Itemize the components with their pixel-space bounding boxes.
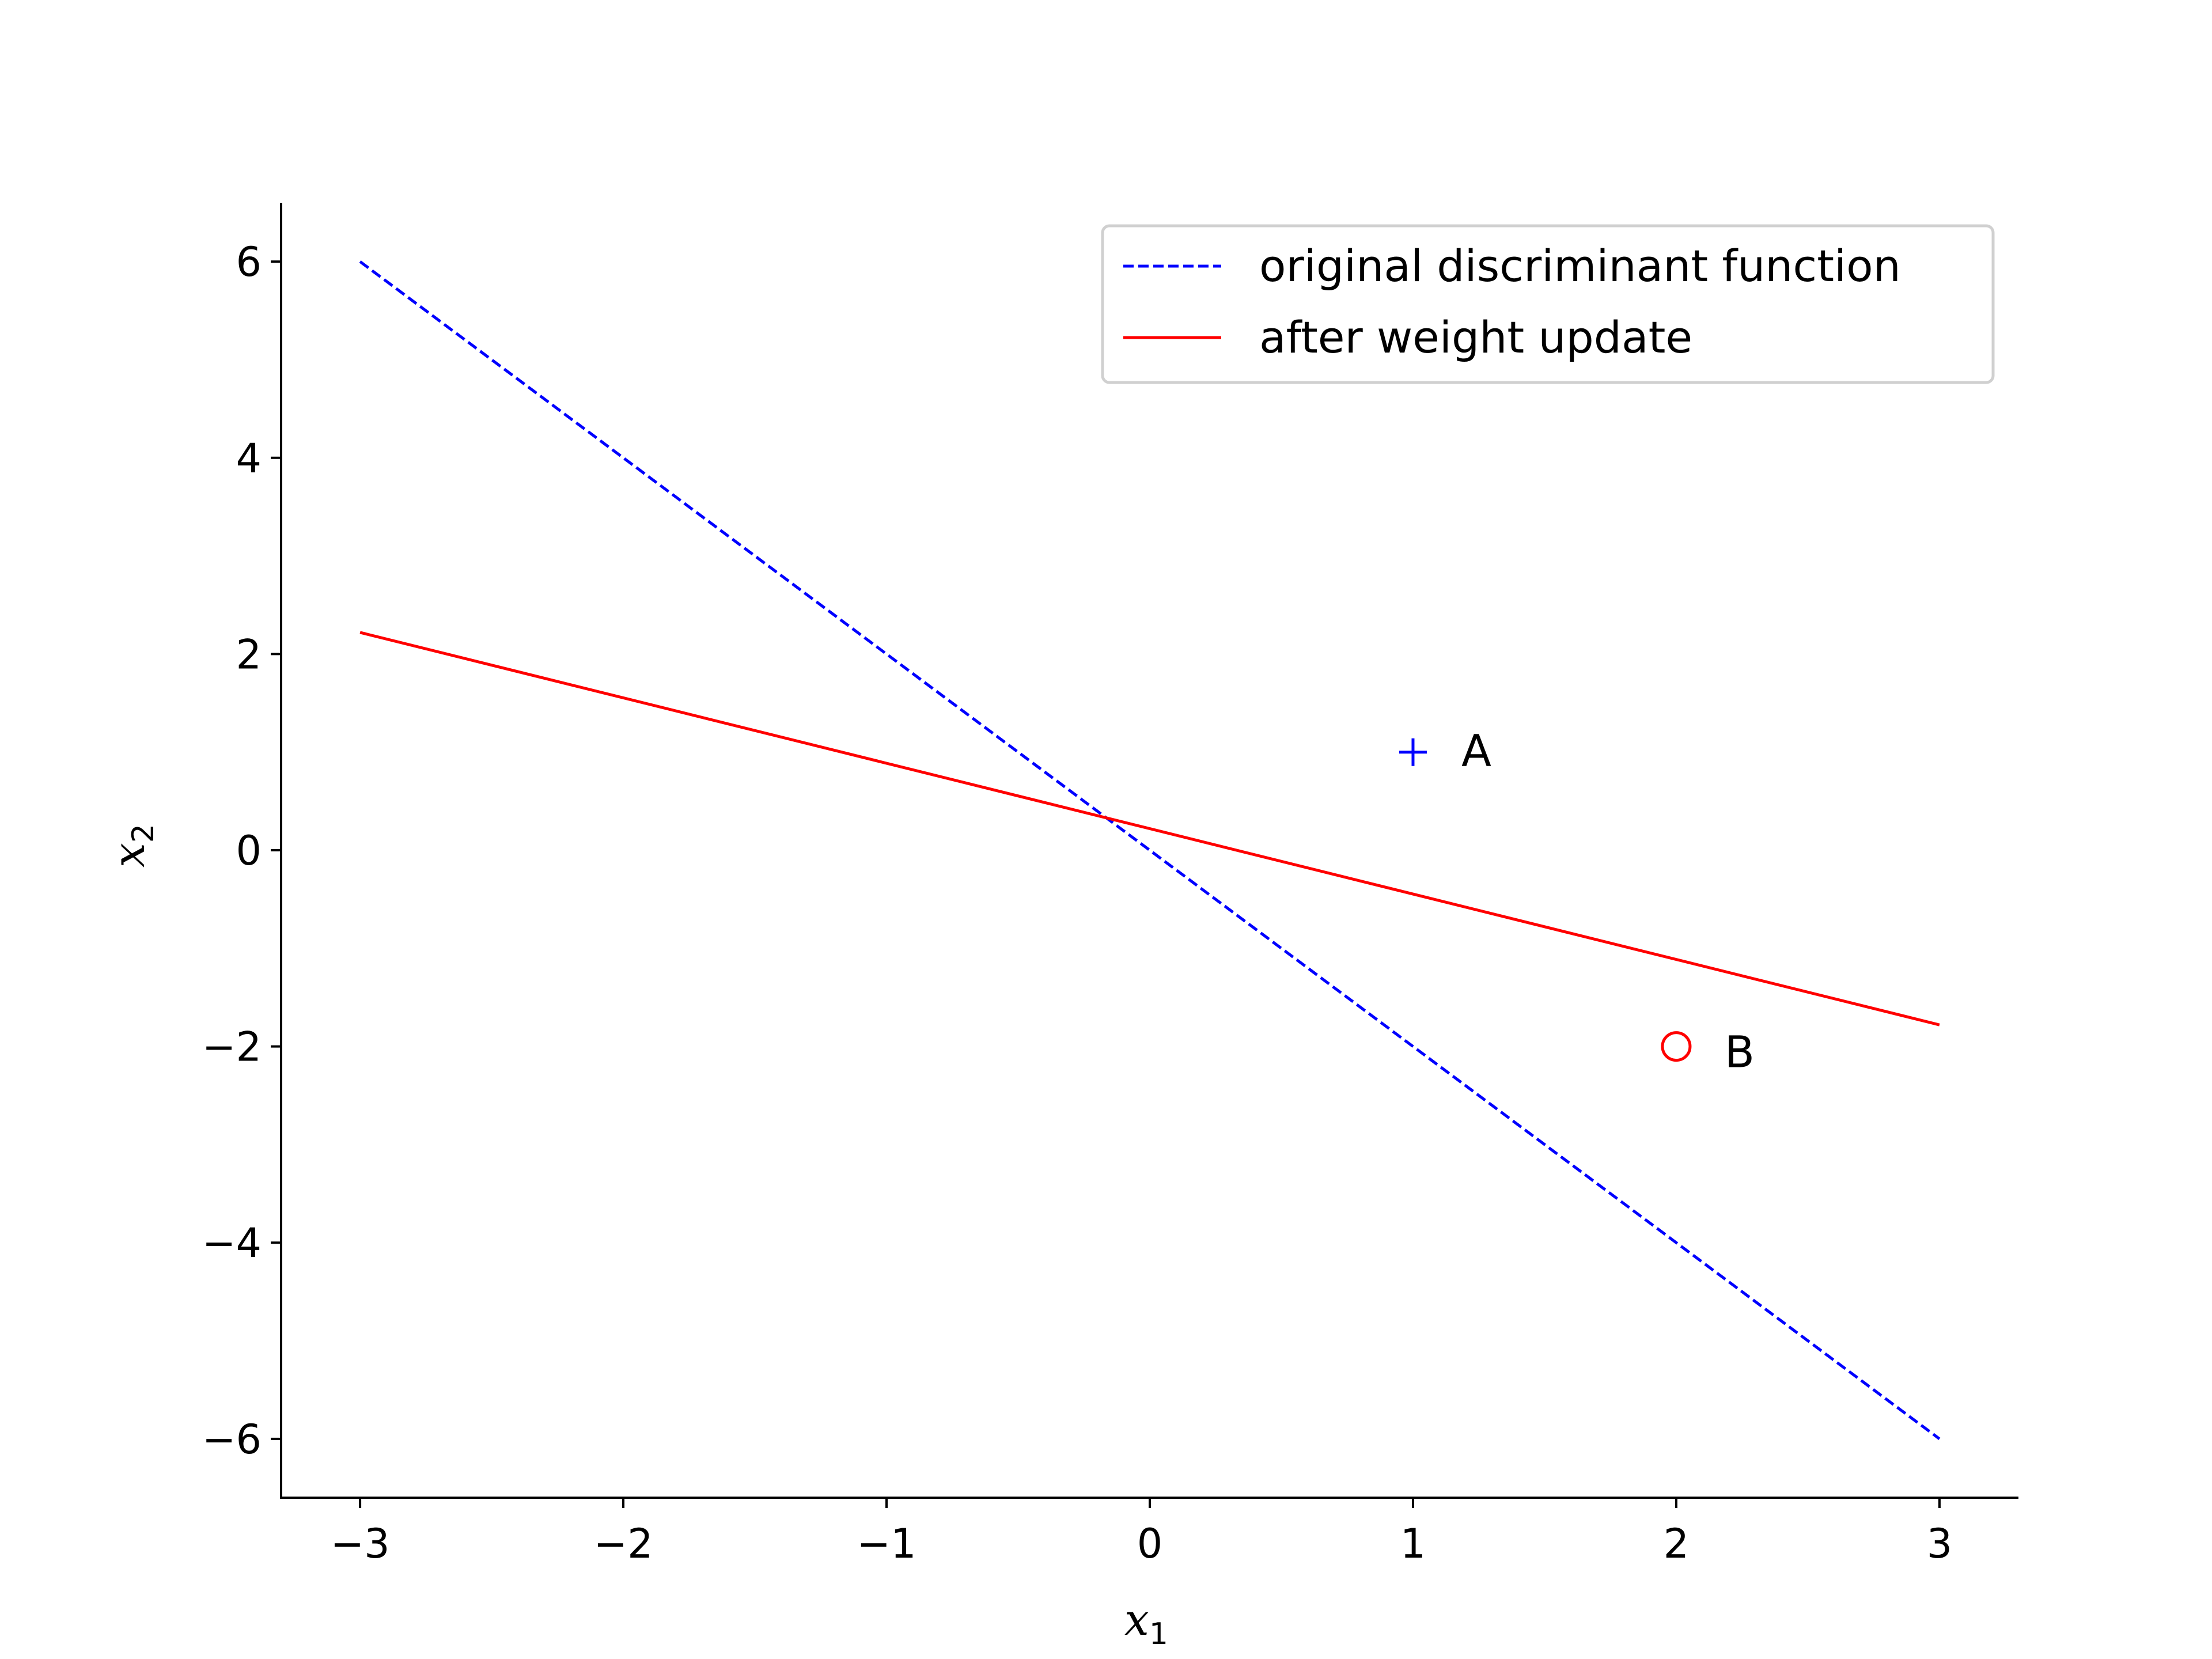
x-ticks: −3 −2 −1 0 1 2 3: [330, 1498, 1952, 1567]
plot-points: AB: [1399, 725, 1755, 1078]
x-axis-label: x1: [1124, 1594, 1168, 1652]
y-tick-label: −2: [202, 1024, 262, 1071]
x-axis-label-main: x: [1124, 1594, 1149, 1645]
y-axis-label-sub: 2: [126, 824, 161, 843]
x-tick-label: 1: [1400, 1520, 1426, 1567]
legend-frame: [1101, 224, 1995, 384]
legend-label-updated: after weight update: [1259, 312, 1692, 363]
legend-label-original: original discriminant function: [1259, 240, 1901, 291]
y-axis-label: x2: [103, 824, 161, 868]
y-tick-label: 6: [236, 238, 262, 286]
x-tick-label: 3: [1927, 1520, 1953, 1567]
series-line-original: [359, 260, 1941, 1440]
x-tick-label: 0: [1137, 1520, 1163, 1567]
y-tick-label: 2: [236, 631, 262, 678]
plot-lines: [359, 260, 1941, 1440]
y-axis-label-main: x: [103, 843, 154, 868]
x-tick-label: 2: [1664, 1520, 1690, 1567]
y-tick-label: 4: [236, 435, 262, 482]
point-a-marker: [1399, 738, 1427, 766]
y-tick-label: 0: [236, 827, 262, 874]
x-tick-label: −3: [330, 1520, 389, 1567]
x-tick-label: −1: [857, 1520, 916, 1567]
x-tick-label: −2: [593, 1520, 653, 1567]
y-tick-label: −6: [202, 1416, 262, 1463]
y-ticks: −6 −4 −2 0 2 4 6: [202, 238, 281, 1463]
y-tick-label: −4: [202, 1219, 262, 1267]
point-label-b: B: [1725, 1027, 1755, 1078]
legend: original discriminant function after wei…: [1101, 224, 1995, 384]
x-axis-label-sub: 1: [1149, 1617, 1168, 1652]
point-label-a: A: [1461, 725, 1491, 777]
point-b-marker: [1661, 1031, 1692, 1062]
series-line-updated: [359, 631, 1940, 1027]
